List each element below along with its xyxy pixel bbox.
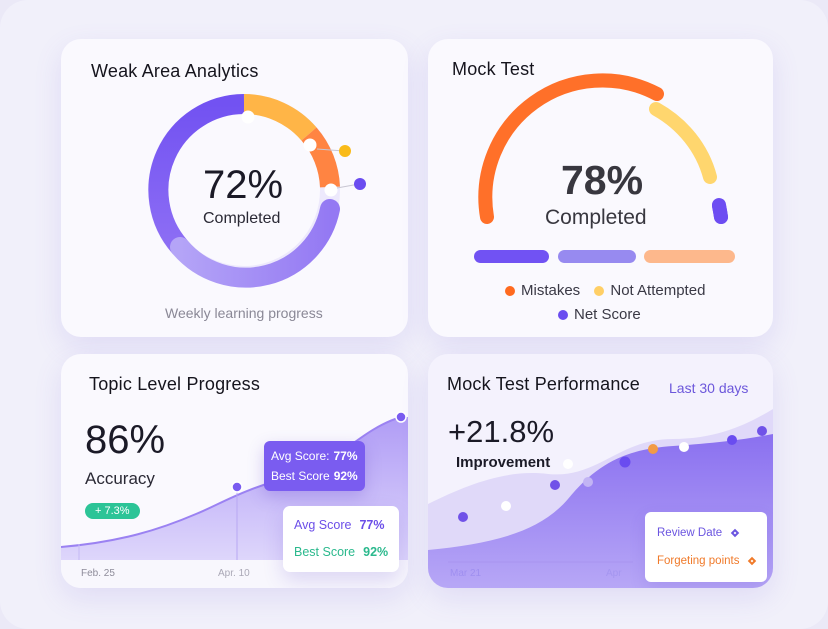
donut-marker bbox=[324, 183, 338, 197]
review-date-diamond-icon bbox=[730, 528, 740, 538]
x-axis-label: Mar 21 bbox=[450, 568, 482, 579]
review-point bbox=[619, 456, 631, 468]
legend: Net Score bbox=[558, 306, 651, 323]
review-point bbox=[550, 480, 560, 490]
forgetting-point bbox=[648, 444, 658, 454]
mock-test-card[interactable]: Mock Test 78% Completed Mistakes Not Att… bbox=[428, 39, 773, 337]
data-point bbox=[583, 477, 593, 487]
bar-net-score bbox=[474, 250, 549, 263]
improvement-value: +21.8% bbox=[448, 414, 555, 449]
card-title: Topic Level Progress bbox=[89, 374, 261, 394]
topic-level-progress-card[interactable]: Topic Level Progress 86% Accuracy + 7.3%… bbox=[61, 354, 408, 588]
card-title: Mock Test bbox=[452, 59, 535, 79]
completion-label: Completed bbox=[203, 210, 281, 227]
bar-mistakes bbox=[644, 250, 735, 263]
date-range[interactable]: Last 30 days bbox=[669, 380, 749, 396]
legend: Mistakes Not Attempted bbox=[505, 282, 715, 299]
not-attempted-dot-icon bbox=[594, 286, 605, 297]
callout-dot-yellow bbox=[339, 145, 351, 157]
gauge-chart bbox=[478, 73, 728, 224]
review-point bbox=[458, 512, 468, 522]
weak-area-analytics-card[interactable]: Weak Area Analytics bbox=[61, 39, 408, 337]
score-tooltip-dark: Avg Score: 77% Best Score 92% bbox=[264, 441, 365, 491]
data-point bbox=[563, 459, 573, 469]
data-point bbox=[501, 501, 511, 511]
change-badge: + 7.3% bbox=[85, 503, 140, 519]
completion-percent: 72% bbox=[203, 163, 284, 207]
x-axis-label: Apr bbox=[606, 568, 622, 579]
x-axis-label: Feb. 25 bbox=[81, 568, 115, 579]
caption: Weekly learning progress bbox=[165, 305, 323, 321]
data-point bbox=[679, 442, 689, 452]
bar-average bbox=[558, 250, 636, 263]
score-percent: 78% bbox=[561, 157, 644, 203]
data-point bbox=[231, 481, 243, 493]
legend-item-mistakes: Mistakes bbox=[505, 282, 580, 299]
score-tooltip-light: Avg Score 77% Best Score 92% bbox=[283, 506, 400, 572]
forgetting-points-diamond-icon bbox=[748, 556, 757, 566]
donut-segment-completed bbox=[148, 94, 245, 254]
legend-item-net-score: Net Score bbox=[558, 306, 641, 323]
score-label: Completed bbox=[545, 206, 647, 229]
accuracy-percent: 86% bbox=[85, 418, 166, 462]
data-point bbox=[395, 411, 407, 423]
chart-legend: Review Date Forgeting points bbox=[645, 512, 768, 582]
x-axis-label: Apr. 10 bbox=[218, 568, 250, 579]
card-title: Mock Test Performance bbox=[447, 374, 640, 394]
legend-item-forgetting-points: Forgeting points bbox=[657, 547, 757, 575]
donut-marker bbox=[303, 138, 317, 152]
review-point bbox=[727, 435, 737, 445]
legend-item-review-date: Review Date bbox=[657, 519, 755, 547]
donut-marker bbox=[241, 110, 255, 124]
improvement-label: Improvement bbox=[456, 454, 551, 471]
callout-dot-purple bbox=[354, 178, 366, 190]
donut-chart bbox=[148, 94, 366, 288]
legend-item-not-attempted: Not Attempted bbox=[594, 282, 705, 299]
donut-segment-remaining bbox=[170, 199, 340, 288]
gauge-arc-mistakes bbox=[478, 73, 664, 224]
mock-test-performance-card[interactable]: Mock Test Performance Last 30 days +21.8… bbox=[428, 354, 773, 588]
net-score-dot-icon bbox=[558, 310, 568, 321]
gauge-arc-not-attempted bbox=[649, 102, 717, 184]
donut-segment-weak-1 bbox=[243, 94, 317, 141]
card-title: Weak Area Analytics bbox=[91, 61, 259, 81]
mistakes-dot-icon bbox=[505, 286, 515, 297]
review-point bbox=[757, 426, 767, 436]
accuracy-label: Accuracy bbox=[85, 469, 155, 488]
donut-segment-weak-2 bbox=[301, 127, 340, 188]
